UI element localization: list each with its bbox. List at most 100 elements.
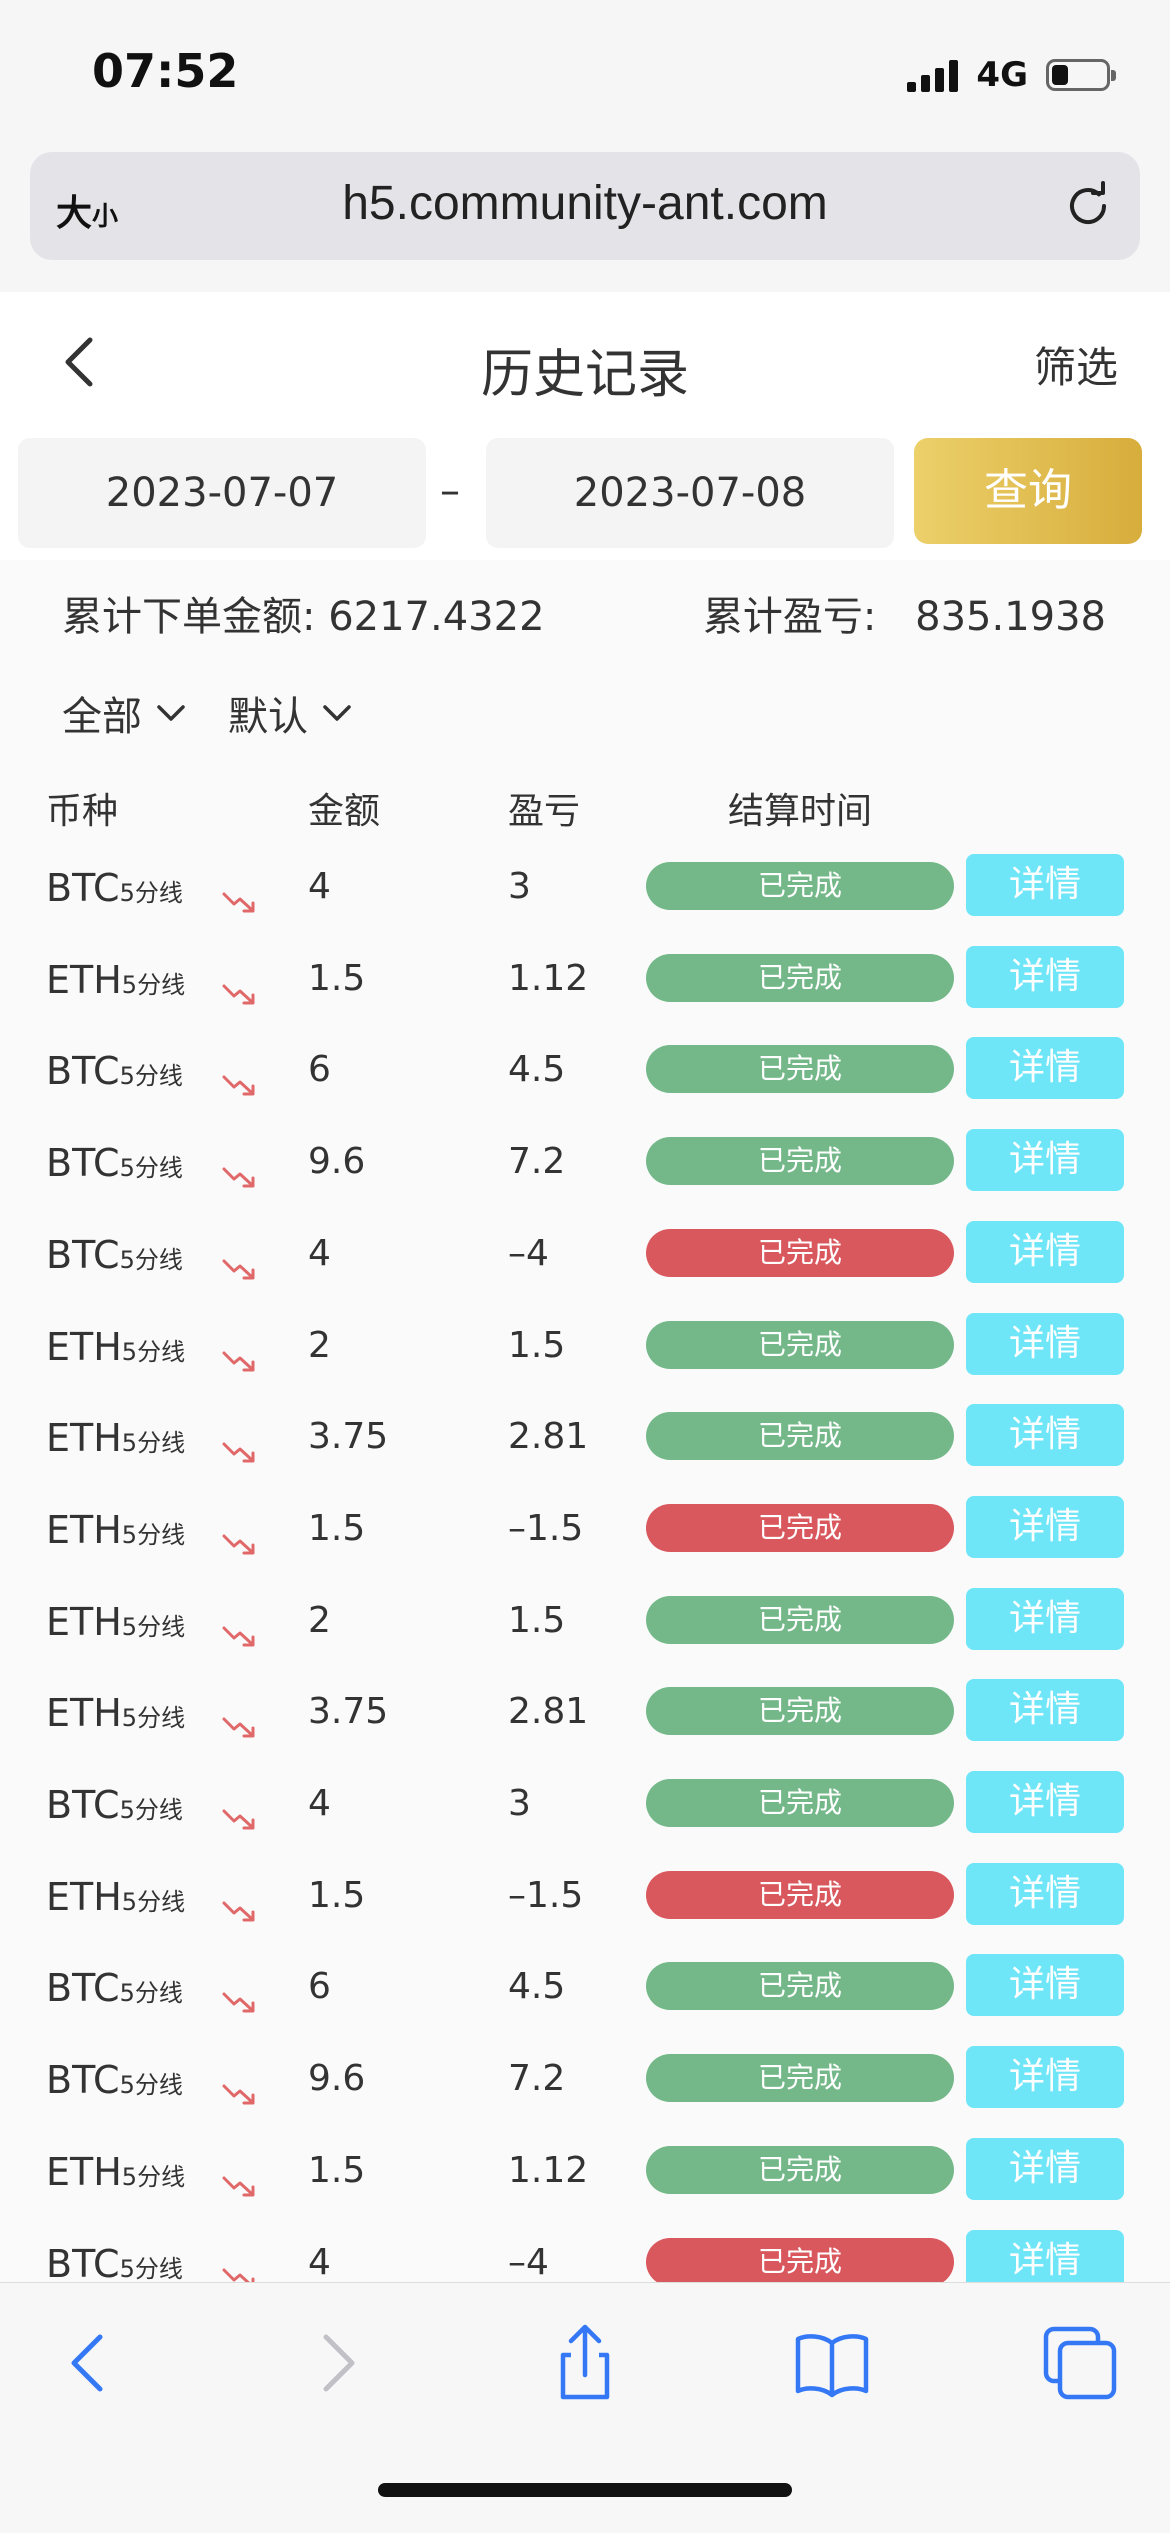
trend-down-icon bbox=[222, 1167, 255, 1188]
detail-button[interactable]: 详情 bbox=[966, 1129, 1124, 1192]
pl-cell: 1.5 bbox=[508, 1599, 566, 1641]
trend-down-icon bbox=[222, 1075, 255, 1096]
pl-cell: 1.12 bbox=[508, 2149, 589, 2191]
pl-cell: 1.12 bbox=[508, 957, 589, 999]
scope-dropdown-label: 全部 bbox=[62, 694, 142, 740]
pl-cell: 3 bbox=[508, 866, 531, 907]
chevron-left-icon[interactable] bbox=[56, 332, 106, 392]
pl-cell: 2.81 bbox=[508, 1416, 589, 1458]
detail-button[interactable]: 详情 bbox=[966, 1404, 1124, 1467]
amount-cell: 4 bbox=[308, 2241, 331, 2283]
amount-cell: 9.6 bbox=[308, 2058, 366, 2100]
detail-button[interactable]: 详情 bbox=[966, 1771, 1124, 1833]
status-badge: 已完成 bbox=[646, 1503, 954, 1552]
status-badge: 已完成 bbox=[646, 1412, 954, 1461]
coin-cell: ETH5分线 bbox=[46, 2149, 186, 2194]
total-pl-label: 累计盈亏: bbox=[702, 594, 877, 640]
col-header-coin: 币种 bbox=[46, 791, 119, 832]
sort-dropdown-label: 默认 bbox=[228, 694, 308, 740]
amount-cell: 4 bbox=[308, 1783, 331, 1824]
chevron-down-icon bbox=[323, 705, 351, 721]
tabs-icon[interactable] bbox=[1040, 2323, 1120, 2403]
status-badge: 已完成 bbox=[646, 1045, 954, 1094]
start-date-field[interactable]: 2023-07-07 bbox=[18, 438, 426, 548]
share-icon[interactable] bbox=[545, 2323, 625, 2403]
detail-button[interactable]: 详情 bbox=[966, 1679, 1124, 1742]
page-header: 历史记录 筛选 bbox=[0, 292, 1170, 432]
status-icons: 4G bbox=[907, 52, 1116, 98]
coin-cell: BTC5分线 bbox=[46, 2058, 183, 2103]
pl-cell: 4.5 bbox=[508, 1049, 566, 1091]
status-badge: 已完成 bbox=[646, 1779, 954, 1827]
pl-cell: 4.5 bbox=[508, 1966, 566, 2008]
back-arrow-icon[interactable] bbox=[48, 2323, 128, 2403]
amount-cell: 1.5 bbox=[308, 1507, 366, 1549]
pl-cell: 7.2 bbox=[508, 2058, 566, 2100]
table-row: ETH5分线 1.5 –1.5 已完成 详情 bbox=[0, 1861, 1170, 1953]
book-icon[interactable] bbox=[792, 2323, 872, 2403]
amount-cell: 1.5 bbox=[308, 957, 366, 999]
total-order-label: 累计下单金额: bbox=[62, 594, 316, 640]
status-badge: 已完成 bbox=[646, 1962, 954, 2011]
pl-cell: –4 bbox=[508, 2241, 549, 2283]
detail-button[interactable]: 详情 bbox=[966, 1220, 1124, 1283]
query-button[interactable]: 查询 bbox=[914, 438, 1142, 544]
text-size-button[interactable]: 大小 bbox=[56, 193, 119, 234]
forward-arrow-icon[interactable] bbox=[298, 2323, 378, 2403]
detail-button[interactable]: 详情 bbox=[966, 2137, 1124, 2200]
pl-cell: 3 bbox=[508, 1783, 531, 1824]
table-row: ETH5分线 3.75 2.81 已完成 详情 bbox=[0, 1402, 1170, 1494]
detail-button[interactable]: 详情 bbox=[966, 1312, 1124, 1375]
reload-icon[interactable] bbox=[1058, 176, 1118, 236]
table-row: BTC5分线 9.6 7.2 已完成 详情 bbox=[0, 1127, 1170, 1219]
table-row: BTC5分线 4 –4 已完成 详情 bbox=[0, 2228, 1170, 2283]
sort-dropdown[interactable]: 默认 bbox=[228, 684, 352, 742]
trend-down-icon bbox=[222, 1901, 255, 1922]
trend-down-icon bbox=[222, 1626, 255, 1647]
col-header-pl: 盈亏 bbox=[508, 791, 581, 832]
signal-icon bbox=[907, 58, 959, 92]
url-text[interactable]: h5.community-ant.com bbox=[342, 177, 828, 230]
status-badge: 已完成 bbox=[646, 953, 954, 1002]
trend-down-icon bbox=[222, 1442, 255, 1463]
home-indicator bbox=[378, 2483, 792, 2497]
amount-cell: 2 bbox=[308, 1324, 331, 1366]
status-time: 07:52 bbox=[92, 44, 239, 98]
status-badge: 已完成 bbox=[646, 1228, 954, 1277]
status-badge: 已完成 bbox=[646, 1687, 954, 1736]
detail-button[interactable]: 详情 bbox=[966, 1587, 1124, 1650]
address-bar[interactable]: 大小 h5.community-ant.com bbox=[30, 152, 1140, 260]
table-row: BTC5分线 9.6 7.2 已完成 详情 bbox=[0, 2044, 1170, 2136]
coin-cell: ETH5分线 bbox=[46, 1691, 186, 1736]
detail-button[interactable]: 详情 bbox=[966, 945, 1124, 1008]
detail-button[interactable]: 详情 bbox=[966, 1037, 1124, 1100]
detail-button[interactable]: 详情 bbox=[966, 854, 1124, 916]
status-badge: 已完成 bbox=[646, 1137, 954, 1186]
end-date-field[interactable]: 2023-07-08 bbox=[486, 438, 894, 548]
trend-down-icon bbox=[222, 1534, 255, 1555]
trend-down-icon bbox=[222, 2084, 255, 2105]
total-pl-summary: 累计盈亏: 835.1938 bbox=[703, 584, 1106, 642]
trend-down-icon bbox=[222, 1992, 255, 2013]
scope-dropdown[interactable]: 全部 bbox=[62, 684, 186, 742]
status-badge: 已完成 bbox=[646, 2237, 954, 2282]
detail-button[interactable]: 详情 bbox=[966, 2229, 1124, 2282]
table-row: ETH5分线 1.5 1.12 已完成 详情 bbox=[0, 2136, 1170, 2228]
coin-cell: ETH5分线 bbox=[46, 957, 186, 1002]
amount-cell: 4 bbox=[308, 866, 331, 907]
coin-cell: BTC5分线 bbox=[46, 866, 183, 910]
status-badge: 已完成 bbox=[646, 2145, 954, 2194]
pl-cell: –1.5 bbox=[508, 1874, 584, 1916]
detail-button[interactable]: 详情 bbox=[966, 1495, 1124, 1558]
amount-cell: 3.75 bbox=[308, 1691, 389, 1733]
coin-cell: ETH5分线 bbox=[46, 1874, 186, 1919]
detail-button[interactable]: 详情 bbox=[966, 1862, 1124, 1925]
detail-button[interactable]: 详情 bbox=[966, 2046, 1124, 2109]
page-title: 历史记录 bbox=[480, 345, 689, 405]
filter-button[interactable]: 筛选 bbox=[1033, 343, 1118, 392]
chevron-down-icon bbox=[157, 705, 185, 721]
table-row: ETH5分线 1.5 1.12 已完成 详情 bbox=[0, 944, 1170, 1036]
status-badge: 已完成 bbox=[646, 1870, 954, 1919]
detail-button[interactable]: 详情 bbox=[966, 1954, 1124, 2017]
trend-down-icon bbox=[222, 2176, 255, 2197]
